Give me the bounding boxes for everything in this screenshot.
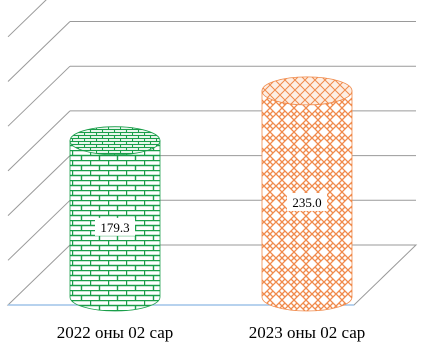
data-label: 179.3: [95, 217, 135, 236]
baseline-floor: [6, 244, 418, 306]
category-label: 2023 оны 02 сар: [249, 323, 366, 342]
gridline: [7, 155, 416, 216]
data-labels: 179.3 235.0: [95, 192, 327, 236]
gridline: [7, 21, 416, 82]
data-label: 235.0: [287, 192, 327, 211]
category-label: 2022 оны 02 сар: [57, 323, 174, 342]
svg-text:235.0: 235.0: [292, 195, 321, 210]
gridline: [7, 110, 416, 172]
category-labels: 2022 оны 02 сар 2023 оны 02 сар: [57, 323, 366, 342]
gridline: [7, 0, 47, 38]
gridlines: [6, 0, 418, 306]
gridline: [7, 65, 416, 127]
svg-text:179.3: 179.3: [100, 220, 129, 235]
